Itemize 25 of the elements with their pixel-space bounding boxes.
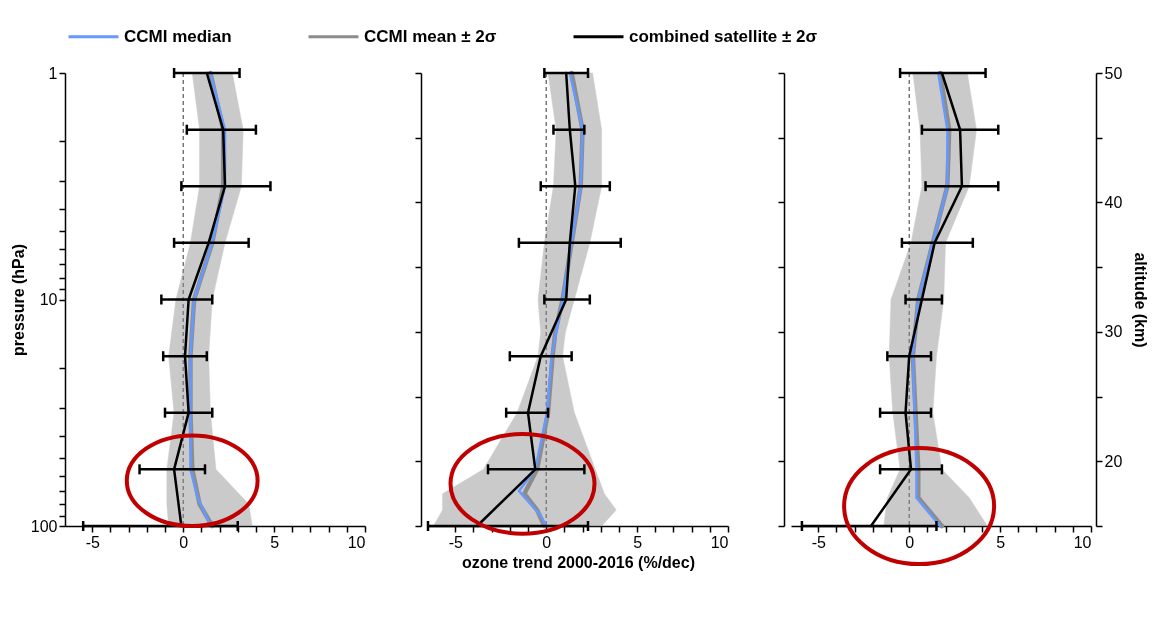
legend-label: combined satellite ± 2σ (629, 26, 818, 46)
x-tick-label: 10 (347, 533, 366, 551)
x-tick-label: 5 (270, 533, 280, 551)
y2-tick-label: 50 (1104, 64, 1123, 82)
y-tick-label: 1 (48, 64, 58, 82)
x-tick-label: 0 (905, 533, 915, 551)
x-tick-label: 5 (996, 533, 1006, 551)
y-tick-label: 10 (39, 291, 58, 308)
y-tick-label: 100 (30, 517, 58, 535)
x-tick-label: -5 (85, 533, 100, 551)
x-tick-label: 0 (179, 533, 189, 551)
x-tick-label: -5 (448, 533, 463, 551)
x-tick-label: 0 (542, 533, 552, 551)
x-tick-label: 5 (633, 533, 643, 551)
x-tick-label: -5 (811, 533, 826, 551)
y2-tick-label: 20 (1104, 452, 1123, 470)
x-tick-label: 10 (710, 533, 729, 551)
y-axis-title: pressure (hPa) (9, 243, 27, 357)
legend-label: CCMI mean ± 2σ (364, 26, 497, 46)
y2-axis-title: altitude (km) (1132, 252, 1150, 348)
legend-label: CCMI median (124, 26, 232, 46)
x-tick-label: 10 (1073, 533, 1092, 551)
y2-tick-label: 40 (1104, 193, 1123, 211)
x-axis-title: ozone trend 2000-2016 (%/dec) (462, 553, 695, 571)
y2-tick-label: 30 (1104, 323, 1123, 341)
